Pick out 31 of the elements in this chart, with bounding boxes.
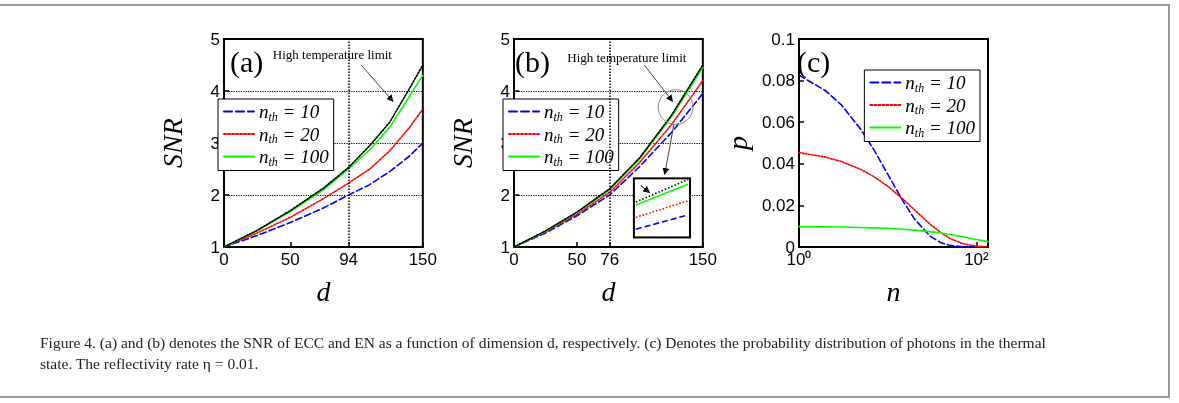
y-tick-label: 2: [500, 185, 510, 205]
x-tick-label: 50: [280, 250, 300, 269]
y-tick-label: 0.02: [761, 195, 795, 215]
y-tick-label: 0.1: [771, 29, 795, 49]
x-axis-title: n: [886, 275, 901, 307]
y-axis-title: SNR: [446, 118, 478, 168]
y-tick-label: 1: [500, 237, 510, 257]
y-axis-title: p: [721, 136, 753, 152]
x-tick-label: 76: [600, 250, 620, 269]
y-tick-label: 4: [500, 81, 510, 101]
y-tick-label: 5: [500, 29, 510, 49]
annotation: High temperature limit: [272, 47, 393, 63]
chart-title: (a): [230, 44, 264, 79]
y-tick-label: 5: [210, 29, 220, 49]
x-tick-label: 50: [567, 250, 587, 269]
annotation: High temperature limit: [567, 50, 687, 66]
y-tick-label: 1: [210, 237, 220, 257]
x-tick-label: 150: [688, 250, 718, 269]
y-tick-label: 0.08: [761, 71, 795, 91]
y-tick-label: 0.04: [761, 154, 795, 174]
x-axis-title: d: [601, 275, 617, 307]
chart-title: (b): [515, 44, 550, 79]
caption: Figure 4. (a) and (b) denotes the SNR of ECC and EN as a function of dimension d, respectively. (c) Denotes the probability distribution of photons in the thermal state. The reflectivity rate η = 0.01.: [40, 333, 1047, 374]
y-axis-title: SNR: [156, 118, 188, 168]
y-tick-label: 2: [210, 185, 220, 205]
x-tick-label: 10²: [964, 250, 990, 269]
x-tick-label: 150: [408, 250, 438, 269]
x-axis-title: d: [316, 275, 332, 307]
x-tick-label: 94: [339, 250, 359, 269]
y-tick-label: 0.06: [761, 112, 795, 132]
y-tick-label: 4: [210, 81, 220, 101]
